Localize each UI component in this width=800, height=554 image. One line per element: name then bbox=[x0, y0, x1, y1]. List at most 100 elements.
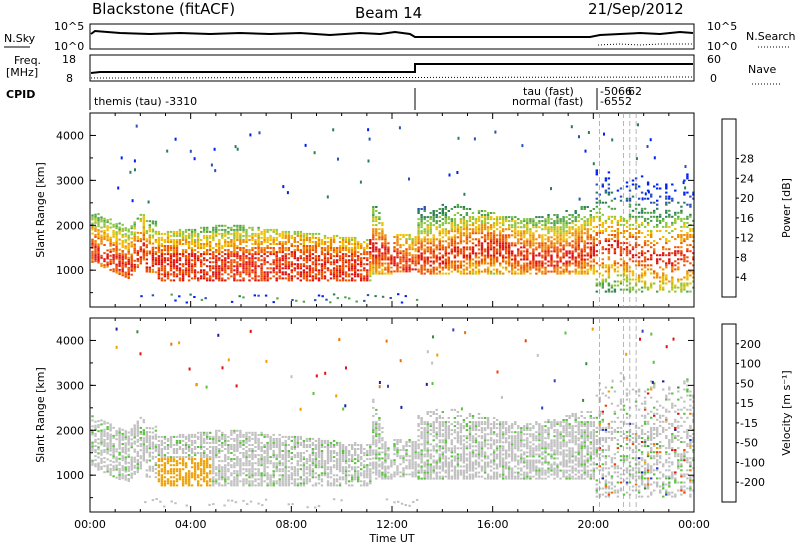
echo-cell bbox=[625, 242, 629, 245]
echo-cell bbox=[299, 251, 302, 254]
echo-cell bbox=[248, 257, 251, 260]
echo-cell bbox=[187, 472, 191, 475]
echo-cell bbox=[526, 226, 529, 229]
echo-cell bbox=[574, 268, 577, 271]
echo-cell bbox=[251, 470, 254, 473]
echo-cell bbox=[474, 266, 478, 269]
echo-cell bbox=[257, 236, 260, 239]
echo-cell bbox=[215, 275, 218, 278]
echo-cell bbox=[659, 221, 662, 224]
echo-cell bbox=[206, 431, 209, 434]
echo-cell bbox=[692, 272, 695, 275]
echo-cell bbox=[290, 255, 293, 258]
echo-cell bbox=[154, 472, 158, 475]
echo-cell bbox=[414, 236, 417, 238]
echo-cell bbox=[245, 456, 248, 459]
echo-cell bbox=[595, 262, 598, 265]
echo-cell bbox=[304, 143, 307, 147]
echo-cell bbox=[665, 278, 668, 281]
echo-cell bbox=[589, 242, 592, 245]
echo-cell bbox=[367, 159, 370, 163]
echo-cell bbox=[91, 216, 94, 219]
echo-cell bbox=[348, 259, 351, 262]
echo-cell bbox=[604, 221, 608, 224]
echo-cell bbox=[532, 222, 535, 225]
echo-cell bbox=[100, 254, 103, 257]
echo-cell bbox=[287, 241, 290, 243]
echo-cell bbox=[251, 464, 254, 467]
echo-cell bbox=[631, 260, 635, 263]
echo-cell bbox=[411, 246, 414, 249]
echo-cell bbox=[311, 241, 315, 243]
echo-cell bbox=[565, 254, 568, 257]
echo-cell bbox=[604, 290, 608, 293]
echo-cell bbox=[592, 216, 595, 219]
echo-cell bbox=[224, 279, 227, 282]
echo-cell bbox=[151, 437, 155, 440]
echo-cell bbox=[538, 244, 541, 247]
echo-cell bbox=[375, 266, 378, 269]
echo-cell bbox=[450, 262, 453, 265]
echo-cell bbox=[429, 226, 432, 229]
echo-cell bbox=[465, 246, 469, 249]
echo-cell bbox=[145, 270, 148, 273]
echo-cell bbox=[387, 258, 390, 261]
echo-cell bbox=[224, 466, 227, 469]
echo-cell bbox=[659, 284, 662, 287]
echo-cell bbox=[532, 256, 535, 259]
echo-cell bbox=[193, 454, 197, 457]
echo-cell bbox=[97, 225, 100, 228]
echo-cell bbox=[465, 262, 469, 265]
echo-cell bbox=[483, 254, 487, 257]
echo-cell bbox=[254, 275, 257, 278]
echo-cell bbox=[103, 264, 106, 267]
echo-cell bbox=[619, 232, 623, 234]
echo-cell bbox=[625, 280, 629, 283]
echo-cell bbox=[239, 460, 242, 463]
echo-cell bbox=[299, 279, 302, 282]
echo-cell bbox=[523, 270, 526, 273]
echo-cell bbox=[254, 239, 257, 241]
echo-cell bbox=[133, 221, 136, 224]
echo-cell bbox=[396, 250, 399, 253]
echo-cell bbox=[239, 236, 242, 239]
echo-cell bbox=[121, 477, 124, 480]
echo-cell bbox=[468, 254, 472, 257]
echo-cell bbox=[193, 277, 197, 280]
echo-cell bbox=[647, 190, 650, 194]
echo-cell bbox=[169, 441, 173, 444]
echo-cell bbox=[142, 459, 145, 462]
echo-cell bbox=[187, 484, 191, 487]
echo-cell bbox=[568, 232, 571, 235]
echo-cell bbox=[209, 236, 212, 239]
echo-cell bbox=[200, 472, 203, 475]
echo-cell bbox=[103, 438, 106, 441]
echo-cell bbox=[302, 241, 306, 243]
echo-cell bbox=[91, 415, 94, 418]
echo-cell bbox=[550, 244, 553, 247]
echo-cell bbox=[592, 252, 595, 255]
echo-cell bbox=[686, 270, 689, 273]
echo-cell bbox=[212, 236, 215, 239]
echo-cell bbox=[242, 484, 245, 487]
echo-cell bbox=[338, 257, 342, 260]
echo-cell bbox=[444, 228, 447, 231]
echo-cell bbox=[429, 216, 432, 219]
echo-cell bbox=[619, 223, 623, 226]
echo-cell bbox=[341, 259, 345, 262]
echo-cell bbox=[284, 241, 287, 243]
echo-cell bbox=[335, 253, 339, 256]
echo-cell bbox=[505, 268, 508, 271]
echo-cell bbox=[459, 234, 463, 237]
echo-cell bbox=[224, 482, 227, 485]
echo-cell bbox=[299, 234, 302, 237]
echo-cell bbox=[263, 247, 266, 249]
echo-cell bbox=[665, 197, 668, 200]
echo-cell bbox=[613, 262, 617, 265]
echo-cell bbox=[215, 273, 218, 276]
echo-cell bbox=[94, 434, 97, 437]
echo-cell bbox=[480, 262, 484, 265]
echo-cell bbox=[348, 263, 351, 266]
echo-cell bbox=[595, 205, 598, 208]
echo-cell bbox=[233, 255, 236, 258]
